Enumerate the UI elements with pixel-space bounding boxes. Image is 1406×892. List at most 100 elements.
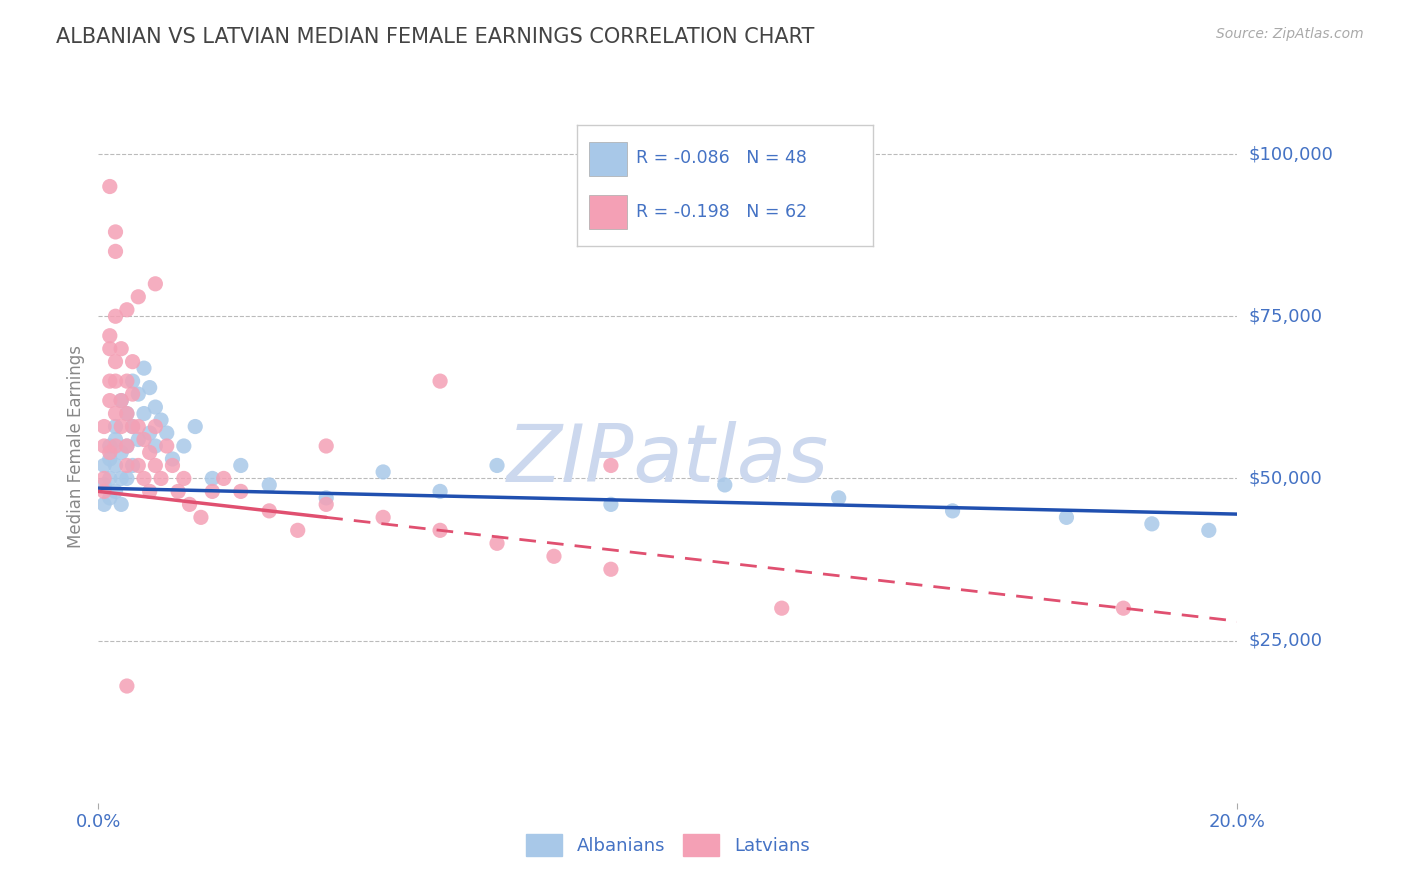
Point [121,419,143,434]
Point [145,439,167,453]
Point [93,458,115,473]
Point [98,393,121,408]
Point [429,374,451,388]
Point [179,497,201,511]
Point [98,471,121,485]
Point [104,354,127,368]
Point [98,342,121,356]
Point [115,439,138,453]
Point [138,445,160,459]
Point [98,452,121,467]
Point [190,510,212,524]
Point [98,439,121,453]
Point [98,179,121,194]
Point [184,419,207,434]
Y-axis label: Median Female Earnings: Median Female Earnings [66,344,84,548]
Legend: Albanians, Latvians: Albanians, Latvians [517,825,818,865]
Point [115,679,138,693]
Point [93,471,115,485]
Text: $100,000: $100,000 [1249,145,1333,163]
Point [1140,516,1163,531]
Point [600,562,623,576]
Point [98,374,121,388]
Point [115,471,138,485]
Point [145,458,167,473]
Point [543,549,565,564]
Point [132,361,155,376]
Point [121,354,143,368]
Point [259,504,281,518]
Point [127,433,149,447]
Point [145,419,167,434]
Point [127,419,149,434]
Point [373,465,395,479]
Point [315,491,337,505]
Point [138,381,160,395]
Point [110,497,132,511]
Point [93,484,115,499]
Point [121,374,143,388]
Point [104,439,127,453]
Point [110,393,132,408]
Point [287,524,309,538]
Point [138,425,160,440]
Point [1112,601,1135,615]
Point [115,407,138,421]
Point [132,433,155,447]
Point [115,458,138,473]
Point [115,439,138,453]
Point [173,471,195,485]
Point [373,510,395,524]
Point [429,484,451,499]
Point [93,497,115,511]
Point [315,497,337,511]
Point [145,277,167,291]
Point [201,471,224,485]
Point [486,458,509,473]
Text: Source: ZipAtlas.com: Source: ZipAtlas.com [1216,27,1364,41]
Point [132,471,155,485]
Point [93,439,115,453]
Point [212,471,235,485]
Text: $75,000: $75,000 [1249,307,1323,326]
Point [828,491,851,505]
Point [127,290,149,304]
Point [93,478,115,492]
Point [110,393,132,408]
Point [156,439,179,453]
Text: $25,000: $25,000 [1249,632,1323,649]
Point [173,439,195,453]
Point [167,484,190,499]
Point [104,374,127,388]
Point [104,244,127,259]
Text: ALBANIAN VS LATVIAN MEDIAN FEMALE EARNINGS CORRELATION CHART: ALBANIAN VS LATVIAN MEDIAN FEMALE EARNIN… [56,27,814,46]
Point [98,491,121,505]
Point [104,407,127,421]
Point [127,387,149,401]
Point [132,407,155,421]
Point [104,225,127,239]
Point [115,407,138,421]
Point [104,484,127,499]
Point [127,458,149,473]
Point [104,458,127,473]
Point [93,419,115,434]
Point [121,458,143,473]
Point [115,302,138,317]
Point [98,328,121,343]
Point [150,471,173,485]
Point [229,458,252,473]
Point [121,419,143,434]
Point [104,433,127,447]
Point [98,445,121,459]
Point [110,471,132,485]
Point [600,497,623,511]
Point [201,484,224,499]
Point [942,504,965,518]
Point [145,400,167,414]
Point [121,387,143,401]
Point [162,452,184,467]
Point [138,484,160,499]
Point [770,601,793,615]
Point [110,445,132,459]
